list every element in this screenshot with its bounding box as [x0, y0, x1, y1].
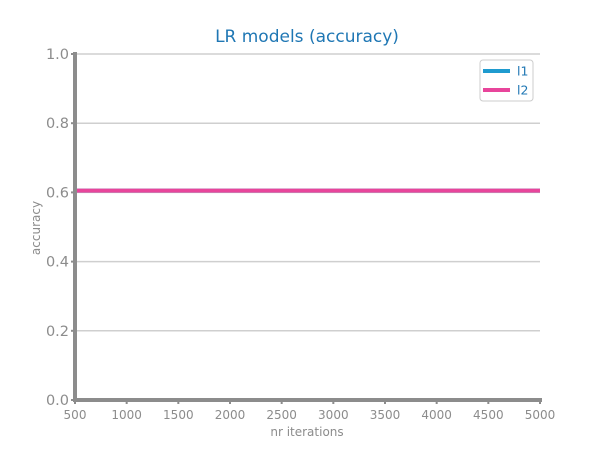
axes [73, 52, 542, 402]
y-tick-label: 0.0 [46, 393, 69, 409]
x-tick-label: 1000 [111, 408, 142, 422]
x-tick-label: 500 [64, 408, 87, 422]
legend-label-l2: l2 [517, 83, 528, 98]
x-tick-label: 4500 [473, 408, 504, 422]
y-tick-label: 0.6 [46, 185, 69, 201]
x-tick-label: 3000 [318, 408, 349, 422]
x-tick-label: 5000 [525, 408, 556, 422]
x-tick-label: 1500 [163, 408, 194, 422]
x-tick-label: 3500 [370, 408, 401, 422]
y-tick-label: 0.4 [46, 255, 69, 271]
x-ticks: 500 1000 1500 2000 2500 3000 3500 4000 4500 5000 [64, 400, 556, 422]
x-tick-label: 2500 [266, 408, 297, 422]
y-tick-label: 1.0 [46, 47, 69, 63]
x-tick-label: 2000 [215, 408, 246, 422]
y-axis-label: accuracy [29, 201, 43, 255]
legend-label-l1: l1 [517, 64, 528, 79]
x-axis-label: nr iterations [270, 425, 343, 439]
y-ticks: 0.0 0.2 0.4 0.6 0.8 1.0 [46, 47, 75, 409]
y-tick-label: 0.8 [46, 116, 69, 132]
x-tick-label: 4000 [421, 408, 452, 422]
y-tick-label: 0.2 [46, 324, 69, 340]
chart-title: LR models (accuracy) [215, 27, 399, 47]
